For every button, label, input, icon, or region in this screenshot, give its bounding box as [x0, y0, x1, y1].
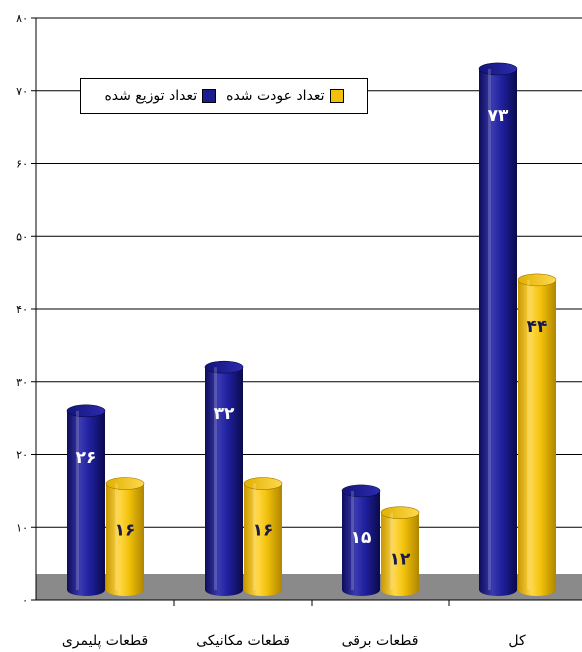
legend: تعداد توزیع شده تعداد عودت شده [80, 78, 368, 114]
x-category-label: قطعات برقی [342, 633, 419, 649]
bar-body [106, 483, 144, 590]
bar-highlight [115, 483, 118, 590]
y-tick-label: ۲۰ [16, 449, 28, 462]
legend-item-distributed: تعداد توزیع شده [104, 88, 217, 104]
bar-value-label: ۱۵ [351, 528, 372, 548]
y-tick-label: ۴۰ [16, 303, 28, 316]
bar-value-label: ۱۲ [390, 550, 411, 570]
bar [243, 477, 283, 596]
bar-base [518, 584, 556, 596]
bar [478, 62, 518, 596]
bar-top [204, 360, 244, 374]
legend-label-distributed: تعداد توزیع شده [104, 88, 198, 104]
bar-value-label: ۴۴ [527, 317, 548, 337]
bar [105, 477, 145, 596]
x-category-label: کل [508, 633, 526, 649]
bar-base [381, 584, 419, 596]
bar-top [380, 506, 420, 520]
bar-body [479, 68, 517, 591]
bar-top [66, 404, 106, 418]
bar-body [205, 367, 243, 590]
bar-base [342, 584, 380, 596]
bar-highlight [214, 367, 217, 590]
bar-base [67, 584, 105, 596]
y-tick-label: ۶۰ [16, 158, 28, 171]
bar [204, 360, 244, 596]
bar-base [479, 584, 517, 596]
bar [517, 273, 557, 596]
bar-highlight [390, 512, 393, 590]
y-tick-label: ۰ [22, 594, 28, 607]
bar-body [342, 490, 380, 590]
legend-swatch-returned [329, 89, 344, 103]
x-category-label: قطعات پلیمری [62, 633, 148, 649]
bar-highlight [488, 68, 491, 591]
bar [380, 506, 420, 596]
bar-highlight [527, 279, 530, 590]
bar-value-label: ۲۶ [76, 448, 97, 468]
legend-item-returned: تعداد عودت شده [226, 88, 344, 104]
y-tick-label: ۸۰ [16, 12, 28, 25]
bar-highlight [351, 490, 354, 590]
bar-base [244, 584, 282, 596]
bar [66, 404, 106, 596]
bar-value-label: ۳۲ [214, 404, 235, 424]
bar-body [518, 279, 556, 590]
legend-swatch-distributed [202, 89, 217, 103]
x-category-label: قطعات مکانیکی [196, 633, 290, 649]
bar-value-label: ۱۶ [253, 521, 274, 541]
legend-label-returned: تعداد عودت شده [226, 88, 325, 104]
bar-top [517, 273, 557, 287]
bar-base [205, 584, 243, 596]
bar-value-label: ۱۶ [115, 521, 136, 541]
y-tick-label: ۵۰ [16, 230, 28, 243]
bar-top [243, 477, 283, 490]
bar-body [381, 512, 419, 590]
y-tick-label: ۷۰ [16, 85, 28, 98]
bar-body [67, 410, 105, 590]
y-tick-label: ۱۰ [16, 521, 28, 534]
bar-body [244, 483, 282, 590]
bar-highlight [76, 410, 79, 590]
bar-highlight [253, 483, 256, 590]
bar-value-label: ۷۳ [488, 106, 509, 126]
bar-base [106, 584, 144, 596]
bar-top [341, 484, 381, 498]
y-tick-label: ۳۰ [16, 376, 28, 389]
bar-top [478, 62, 518, 76]
bar [341, 484, 381, 596]
bar-top [105, 477, 145, 490]
